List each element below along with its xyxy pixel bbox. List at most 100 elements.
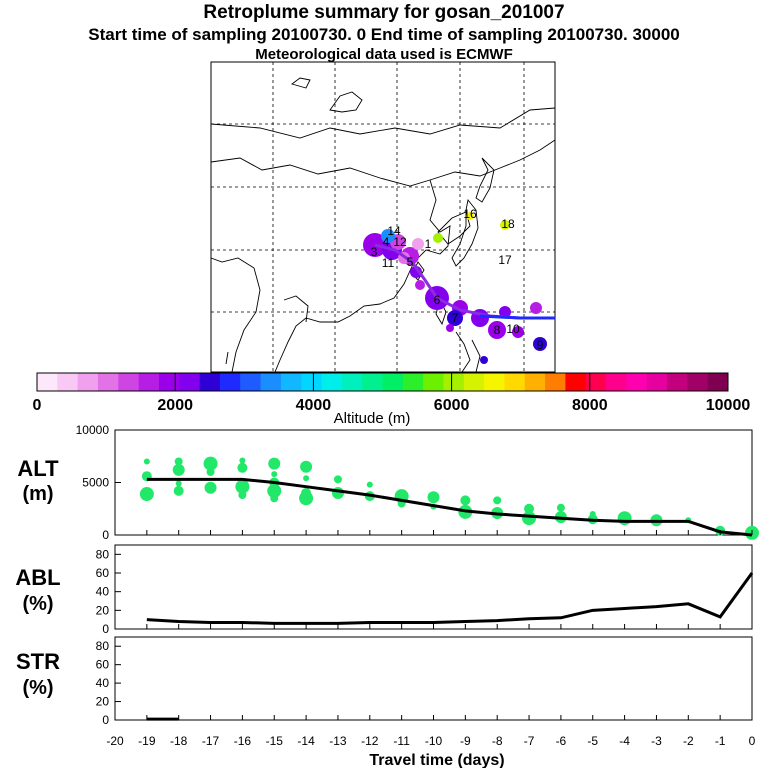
trajectory-day-label: 5 <box>407 255 414 269</box>
colorbar-cell <box>158 373 180 391</box>
colorbar-cell <box>362 373 383 391</box>
abl-unit: (%) <box>22 593 53 615</box>
x-tick-label: -10 <box>425 734 443 748</box>
str-label: STR <box>16 649 60 674</box>
x-tick-label: -2 <box>683 734 694 748</box>
colorbar-cell <box>524 373 546 391</box>
colorbar-cell <box>260 373 282 391</box>
y-tick-label: 80 <box>96 547 110 561</box>
colorbar-cell <box>57 373 79 391</box>
trajectory-day-label: 16 <box>463 207 477 221</box>
colorbar-cell <box>37 373 58 391</box>
alt-unit: (m) <box>22 483 53 505</box>
altitude-point <box>174 457 183 466</box>
x-tick-label: -3 <box>651 734 662 748</box>
colorbar-cell <box>97 373 119 391</box>
plume-blob <box>410 266 422 278</box>
y-tick-label: 0 <box>102 528 109 542</box>
x-tick-label: -11 <box>393 734 410 748</box>
colorbar-cell <box>687 373 709 391</box>
altitude-point <box>522 511 537 526</box>
altitude-point <box>175 480 182 487</box>
y-tick-label: 60 <box>96 566 110 580</box>
altitude-point <box>333 475 342 484</box>
colorbar-cell <box>606 373 627 391</box>
colorbar-tick-label: 8000 <box>572 397 608 414</box>
str-unit: (%) <box>22 677 53 699</box>
x-tick-label: 0 <box>749 734 756 748</box>
plume-blob <box>500 220 510 230</box>
plume-blob <box>533 337 547 351</box>
plume-blob <box>499 306 511 318</box>
colorbar-tick-label: 0 <box>33 397 42 414</box>
plume-blob <box>512 326 524 338</box>
colorbar-cell <box>219 373 241 391</box>
x-tick-label: -16 <box>234 734 252 748</box>
x-tick-label: -18 <box>170 734 188 748</box>
x-tick-label: -4 <box>619 734 630 748</box>
altitude-point <box>235 479 250 494</box>
altitude-point <box>206 468 215 476</box>
abl-label: ABL <box>15 565 60 590</box>
y-tick-label: 10000 <box>76 423 110 437</box>
colorbar-cell <box>707 373 729 391</box>
colorbar-cell <box>565 373 587 391</box>
altitude-point <box>238 491 247 500</box>
altitude-point <box>173 485 184 496</box>
colorbar-cell <box>443 373 465 391</box>
coastlines <box>210 77 556 373</box>
abl-frame <box>114 544 753 630</box>
altitude-point <box>556 503 565 512</box>
x-tick-label: -1 <box>715 734 726 748</box>
trajectory-day-label: 17 <box>498 253 512 267</box>
colorbar-cell <box>463 373 485 391</box>
trajectory-day-label: 1 <box>425 237 432 251</box>
plume-blob <box>466 212 474 220</box>
colorbar-tick-label: 2000 <box>157 397 193 414</box>
colorbar-tick-label: 6000 <box>434 397 470 414</box>
altitude-point <box>427 491 440 504</box>
met-data-line: Meteorological data used is ECMWF <box>255 46 513 63</box>
altitude-point <box>366 481 373 488</box>
x-tick-label: -7 <box>524 734 535 748</box>
trajectory-day-label: 6 <box>434 293 441 307</box>
y-tick-label: 20 <box>96 695 110 709</box>
colorbar-cell <box>646 373 668 391</box>
altitude-point <box>203 456 218 471</box>
trajectory-day-label: 14 <box>387 224 401 238</box>
colorbar-title: Altitude (m) <box>334 410 411 427</box>
figure-subtitle: Start time of sampling 20100730. 0 End t… <box>88 25 680 44</box>
x-tick-label: -6 <box>556 734 567 748</box>
y-tick-label: 80 <box>96 639 110 653</box>
colorbar-cell <box>240 373 262 391</box>
altitude-point <box>139 487 154 502</box>
alt-label: ALT <box>17 456 59 481</box>
plume-blob <box>433 233 443 243</box>
plume-blob <box>530 302 542 314</box>
y-tick-label: 0 <box>102 622 109 636</box>
altitude-point <box>268 457 281 470</box>
x-tick-label: -17 <box>202 734 220 748</box>
colorbar-cell <box>626 373 648 391</box>
plume-blob <box>480 356 488 364</box>
y-tick-label: 40 <box>96 676 110 690</box>
altitude-point <box>172 463 185 476</box>
y-tick-label: 60 <box>96 658 110 672</box>
y-tick-label: 0 <box>102 713 109 727</box>
colorbar-cell <box>138 373 160 391</box>
plume-blob <box>415 280 425 290</box>
altitude-point <box>524 503 535 514</box>
colorbar-cell <box>341 373 363 391</box>
x-tick-label: -19 <box>138 734 156 748</box>
abl-line <box>146 572 754 625</box>
str-frame <box>114 636 753 721</box>
colorbar-cell <box>402 373 424 391</box>
colorbar-tick-label: 10000 <box>706 397 751 414</box>
altitude-point <box>237 462 248 473</box>
trajectory-day-label: 3 <box>371 245 378 259</box>
altitude-point <box>267 483 282 498</box>
x-tick-label: -9 <box>460 734 471 748</box>
altitude-point <box>143 458 150 465</box>
